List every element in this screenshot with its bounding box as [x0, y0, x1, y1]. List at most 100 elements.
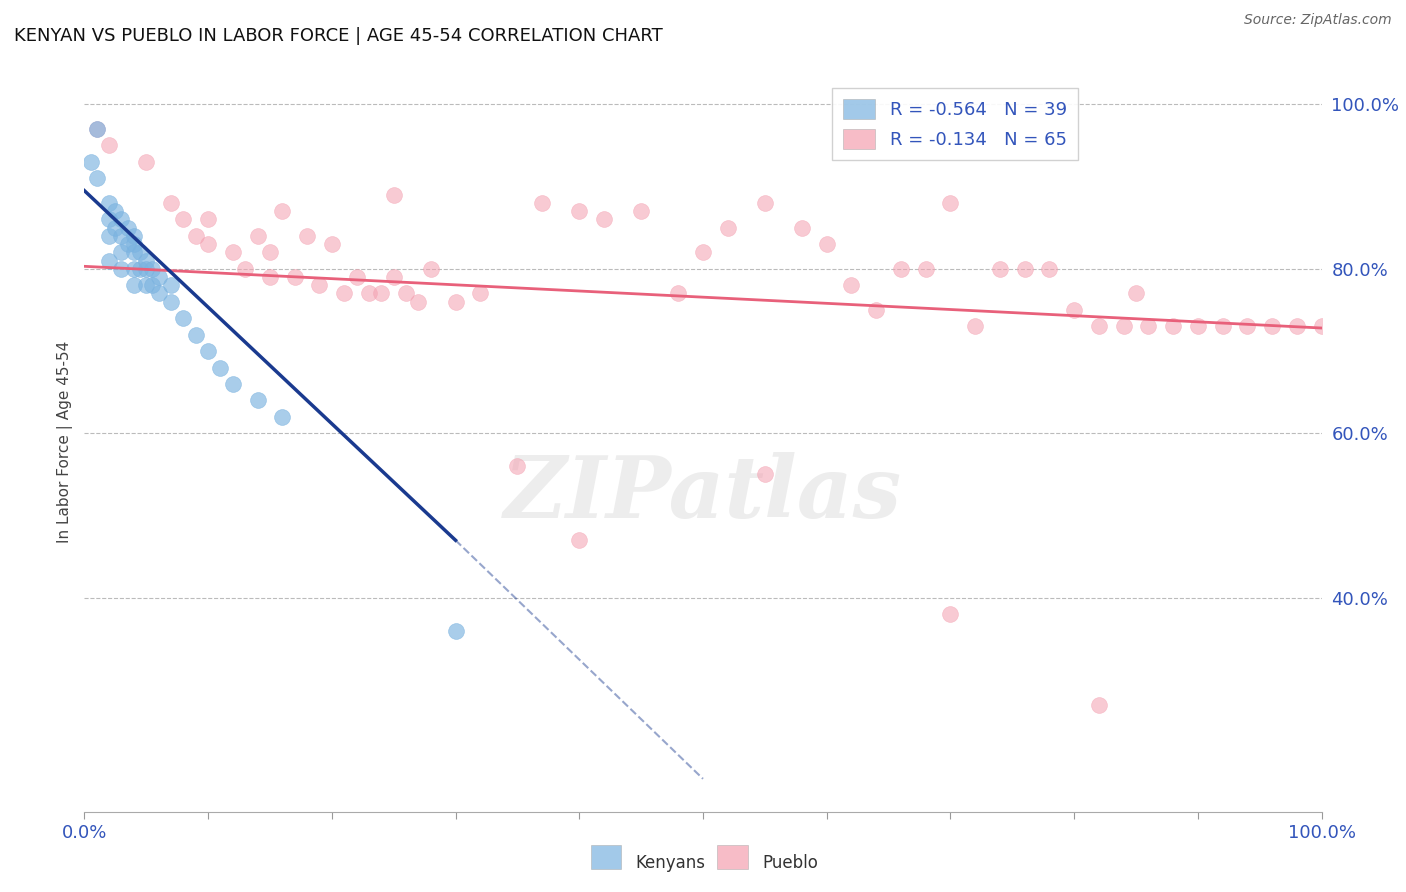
- Point: [988, 261, 1011, 276]
- Point: [965, 319, 987, 334]
- Point: [1236, 319, 1258, 334]
- Point: [79, 154, 101, 169]
- Text: KENYAN VS PUEBLO IN LABOR FORCE | AGE 45-54 CORRELATION CHART: KENYAN VS PUEBLO IN LABOR FORCE | AGE 45…: [14, 27, 662, 45]
- Point: [939, 607, 962, 622]
- Point: [160, 196, 183, 211]
- Point: [1161, 319, 1184, 334]
- Point: [333, 286, 356, 301]
- Point: [98, 196, 121, 211]
- Point: [815, 237, 838, 252]
- Point: [1088, 698, 1111, 712]
- Point: [271, 204, 294, 219]
- Point: [790, 220, 813, 235]
- Text: ZIPatlas: ZIPatlas: [503, 451, 903, 535]
- Point: [1310, 319, 1333, 334]
- Point: [86, 171, 108, 186]
- Point: [222, 376, 245, 391]
- Point: [1187, 319, 1209, 334]
- Point: [419, 261, 441, 276]
- Point: [395, 286, 418, 301]
- Point: [172, 212, 194, 227]
- Point: [110, 228, 132, 243]
- Point: [568, 204, 591, 219]
- Point: [122, 245, 145, 260]
- Point: [841, 278, 863, 293]
- Y-axis label: In Labor Force | Age 45-54: In Labor Force | Age 45-54: [58, 341, 73, 542]
- Point: [717, 220, 740, 235]
- Point: [408, 294, 430, 309]
- Point: [172, 311, 194, 326]
- Point: [357, 286, 380, 301]
- Point: [1088, 319, 1111, 334]
- Point: [209, 360, 232, 375]
- Point: [754, 196, 776, 211]
- Point: [129, 245, 152, 260]
- Point: [98, 253, 121, 268]
- Point: [135, 253, 157, 268]
- Point: [568, 533, 591, 548]
- Point: [184, 327, 207, 342]
- Text: Kenyans: Kenyans: [636, 854, 706, 871]
- Point: [104, 220, 127, 235]
- Point: [197, 344, 219, 359]
- Point: [98, 212, 121, 227]
- Point: [1112, 319, 1135, 334]
- Point: [593, 212, 616, 227]
- Point: [98, 138, 121, 153]
- Text: Source: ZipAtlas.com: Source: ZipAtlas.com: [1244, 13, 1392, 28]
- Point: [110, 212, 132, 227]
- Point: [890, 261, 912, 276]
- Point: [233, 261, 256, 276]
- Point: [122, 278, 145, 293]
- Point: [110, 261, 132, 276]
- Point: [531, 196, 554, 211]
- Point: [630, 204, 652, 219]
- Point: [692, 245, 714, 260]
- Point: [141, 261, 163, 276]
- Point: [98, 228, 121, 243]
- Point: [346, 270, 368, 285]
- Point: [246, 228, 269, 243]
- Point: [122, 237, 145, 252]
- Point: [1137, 319, 1160, 334]
- Point: [382, 270, 405, 285]
- Point: [122, 228, 145, 243]
- Point: [160, 294, 183, 309]
- Point: [117, 237, 139, 252]
- Point: [135, 154, 157, 169]
- Point: [470, 286, 492, 301]
- Point: [110, 245, 132, 260]
- Point: [135, 261, 157, 276]
- Point: [141, 278, 163, 293]
- Point: [1212, 319, 1234, 334]
- Point: [271, 409, 294, 424]
- Point: [259, 270, 281, 285]
- Point: [148, 270, 170, 285]
- Point: [117, 220, 139, 235]
- Point: [197, 237, 219, 252]
- Point: [259, 245, 281, 260]
- Point: [370, 286, 392, 301]
- Point: [382, 187, 405, 202]
- Point: [1261, 319, 1284, 334]
- Point: [184, 228, 207, 243]
- Point: [135, 278, 157, 293]
- Point: [1038, 261, 1060, 276]
- Point: [222, 245, 245, 260]
- Point: [129, 261, 152, 276]
- Point: [86, 122, 108, 136]
- Point: [160, 278, 183, 293]
- Point: [914, 261, 936, 276]
- Point: [321, 237, 343, 252]
- Point: [1285, 319, 1308, 334]
- Point: [865, 302, 887, 317]
- Text: Pueblo: Pueblo: [762, 854, 818, 871]
- Legend: R = -0.564   N = 39, R = -0.134   N = 65: R = -0.564 N = 39, R = -0.134 N = 65: [832, 87, 1077, 161]
- Point: [246, 393, 269, 408]
- Point: [284, 270, 307, 285]
- Point: [444, 294, 467, 309]
- Point: [86, 122, 108, 136]
- Point: [308, 278, 330, 293]
- Point: [1014, 261, 1036, 276]
- Point: [444, 624, 467, 638]
